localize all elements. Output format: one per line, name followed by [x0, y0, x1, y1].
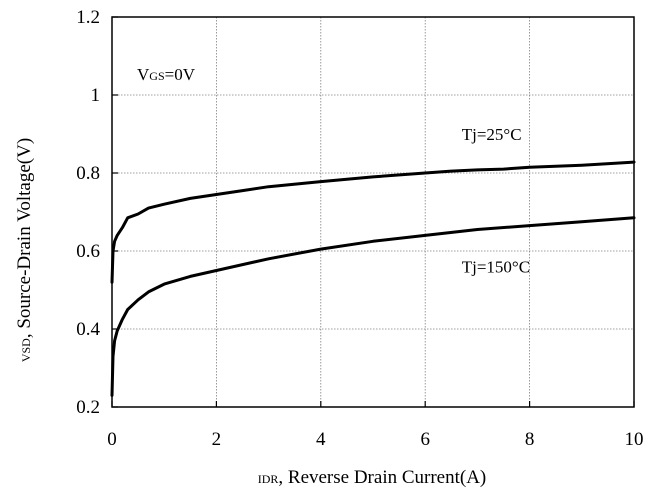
y-tick-label: 0.4	[76, 319, 100, 340]
y-tick-label: 0.8	[76, 163, 100, 184]
series-lines	[112, 162, 634, 395]
y-tick-label: 0.2	[76, 397, 100, 418]
x-tick-label: 2	[212, 429, 222, 450]
x-tick-label: 8	[525, 429, 535, 450]
x-tick-label: 6	[420, 429, 430, 450]
y-tick-label: 0.6	[76, 241, 100, 262]
series-line-tj150	[112, 218, 634, 395]
x-tick-label: 0	[107, 429, 117, 450]
x-tick-label: 4	[316, 429, 326, 450]
series-line-tj25	[112, 162, 634, 282]
y-tick-label: 1.2	[76, 7, 100, 28]
series-label-tj150: Tj=150°C	[462, 257, 530, 276]
condition-label: VGS=0V	[137, 65, 196, 84]
y-tick-label: 1	[91, 85, 101, 106]
y-axis-title: VSD, Source-Drain Voltage(V)	[14, 138, 35, 362]
x-tick-label: 10	[625, 429, 644, 450]
x-axis-title: IDR, Reverse Drain Current(A)	[258, 467, 487, 488]
series-label-tj25: Tj=25°C	[462, 125, 522, 144]
